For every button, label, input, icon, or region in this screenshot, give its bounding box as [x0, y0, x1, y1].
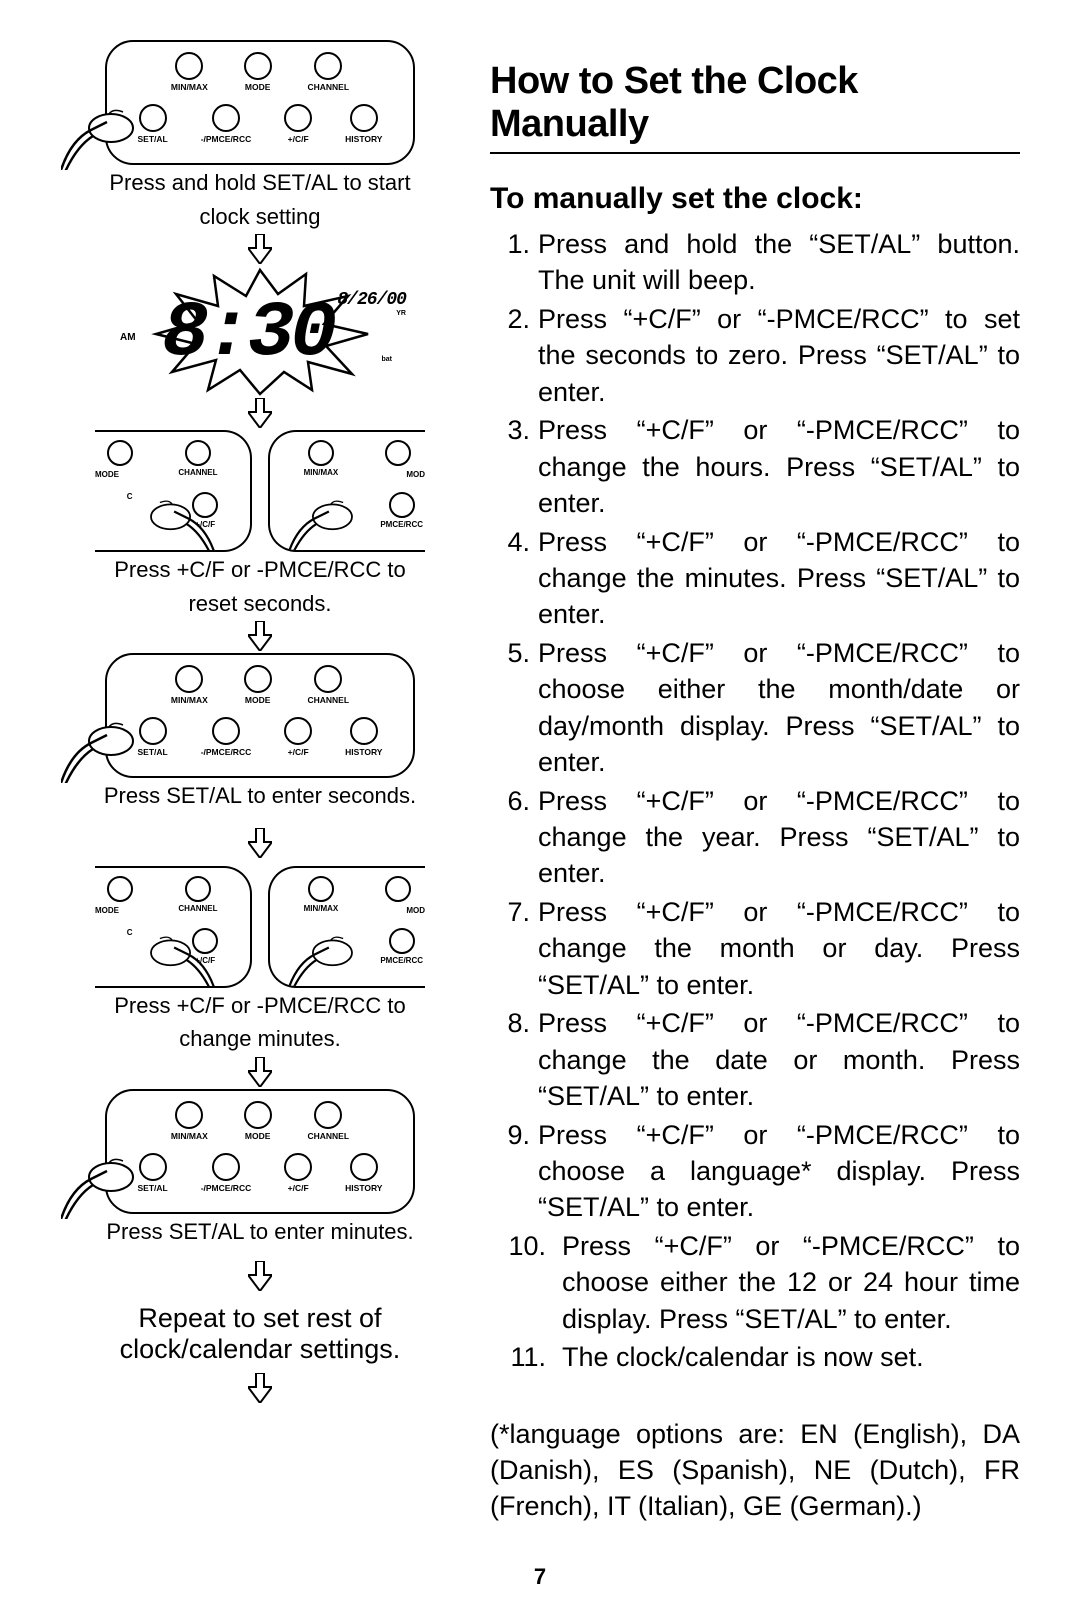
subtitle: To manually set the clock: [490, 182, 1020, 216]
dual-panel: CHANNEL MODE C +/C/F MIN/MAX MOD PMCE/RC… [95, 430, 425, 552]
arrow-down-icon [248, 1057, 272, 1087]
device-panel: MIN/MAX MODE CHANNEL SET/AL -/PMCE/RCC +… [105, 40, 415, 165]
text-column: How to Set the Clock Manually To manuall… [450, 40, 1020, 1570]
arrow-down-icon [248, 621, 272, 651]
arrow-down-icon [248, 1261, 272, 1291]
btn-mode: MODE [244, 52, 272, 92]
step-item: The clock/calendar is now set. [490, 1339, 1020, 1375]
step-item: Press “+C/F” or “-PMCE/RCC” to choose ei… [490, 635, 1020, 781]
am-indicator: AM [120, 332, 136, 343]
caption: Press SET/AL to enter minutes. [106, 1218, 413, 1246]
device-panel: MIN/MAX MODE CHANNEL SET/AL -/PMCE/RCC +… [105, 653, 415, 778]
arrow-down-icon [248, 828, 272, 858]
half-panel-right: MIN/MAX MOD PMCE/RCC [268, 866, 425, 988]
clock-display: AM 8:30 8/26/00 YR bat [100, 266, 420, 396]
half-panel-left: CHANNEL MODE C +/C/F [95, 866, 252, 988]
btn-cf: +/C/F [284, 104, 312, 144]
yr-label: YR [396, 310, 406, 317]
step-item: Press “+C/F” or “-PMCE/RCC” to change th… [490, 1005, 1020, 1114]
btn-minmax: MIN/MAX [171, 52, 208, 92]
device-panel: MIN/MAX MODE CHANNEL SET/AL -/PMCE/RCC +… [105, 1089, 415, 1214]
figures-column: MIN/MAX MODE CHANNEL SET/AL -/PMCE/RCC +… [70, 40, 450, 1570]
half-panel-left: CHANNEL MODE C +/C/F [95, 430, 252, 552]
page-number: 7 [0, 1564, 1080, 1590]
time-value: 8:30 [162, 290, 333, 378]
step-item: Press “+C/F” or “-PMCE/RCC” to change th… [490, 894, 1020, 1003]
caption: Press SET/AL to enter seconds. [104, 782, 416, 810]
btn-setal: SET/AL [137, 104, 167, 144]
step-item: Press “+C/F” or “-PMCE/RCC” to change th… [490, 783, 1020, 892]
caption: Press +C/F or -PMCE/RCC to [114, 556, 406, 584]
dual-panel: CHANNEL MODE C +/C/F MIN/MAX MOD PMCE/RC… [95, 866, 425, 988]
arrow-down-icon [248, 1373, 272, 1403]
arrow-down-icon [248, 398, 272, 428]
caption: Repeat to set rest of [138, 1303, 381, 1334]
btn-channel: CHANNEL [307, 52, 349, 92]
caption: change minutes. [179, 1025, 340, 1053]
step-item: Press “+C/F” or “-PMCE/RCC” to choose ei… [490, 1228, 1020, 1337]
steps-list: Press and hold the “SET/AL” button. The … [490, 226, 1020, 1376]
footnote: (*language options are: EN (English), DA… [490, 1416, 1020, 1525]
bat-label: bat [382, 356, 393, 363]
half-panel-right: MIN/MAX MOD PMCE/RCC [268, 430, 425, 552]
step-item: Press “+C/F” or “-PMCE/RCC” to change th… [490, 412, 1020, 521]
caption: Press and hold SET/AL to start [109, 169, 410, 197]
date-value: 8/26/00 [337, 290, 406, 310]
caption: clock/calendar settings. [120, 1334, 401, 1365]
caption: reset seconds. [188, 590, 331, 618]
btn-pmce: -/PMCE/RCC [201, 104, 252, 144]
step-item: Press “+C/F” or “-PMCE/RCC” to set the s… [490, 301, 1020, 410]
step-item: Press “+C/F” or “-PMCE/RCC” to change th… [490, 524, 1020, 633]
page-title: How to Set the Clock Manually [490, 60, 1020, 146]
step-item: Press “+C/F” or “-PMCE/RCC” to choose a … [490, 1117, 1020, 1226]
caption: Press +C/F or -PMCE/RCC to [114, 992, 406, 1020]
step-item: Press and hold the “SET/AL” button. The … [490, 226, 1020, 299]
btn-history: HISTORY [345, 104, 382, 144]
caption: clock setting [199, 203, 320, 231]
title-underline [490, 152, 1020, 154]
arrow-down-icon [248, 234, 272, 264]
